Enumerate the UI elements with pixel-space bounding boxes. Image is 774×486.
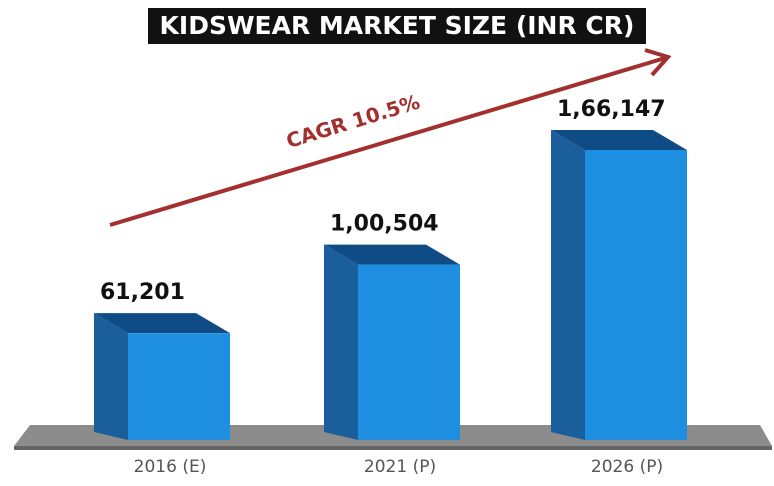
bar-side [324,244,358,440]
bar-top [94,313,230,334]
bar [358,264,460,440]
value-label: 1,00,504 [330,212,439,237]
x-tick-label: 2026 (P) [591,457,663,477]
x-tick-label: 2021 (P) [364,457,436,477]
value-label: 61,201 [100,280,185,305]
title-background [148,8,646,44]
bar-side [551,130,585,440]
bar-top [551,130,687,150]
value-label: 1,66,147 [557,97,666,122]
bar-top [324,244,460,265]
cagr-arrowhead [644,48,672,77]
cagr-label: CAGR 10.5% [283,90,422,153]
chart-title: KIDSWEAR MARKET SIZE (INR CR) [160,11,635,40]
floor-edge [14,446,772,450]
bars: 61,201 2016 (E) 1,00,504 2021 (P) 1,66,147 20… [94,97,687,477]
bar-side [94,313,128,440]
bar [128,333,230,440]
x-tick-label: 2016 (E) [134,457,207,477]
cagr-arrow [109,56,666,227]
bar [585,150,687,440]
